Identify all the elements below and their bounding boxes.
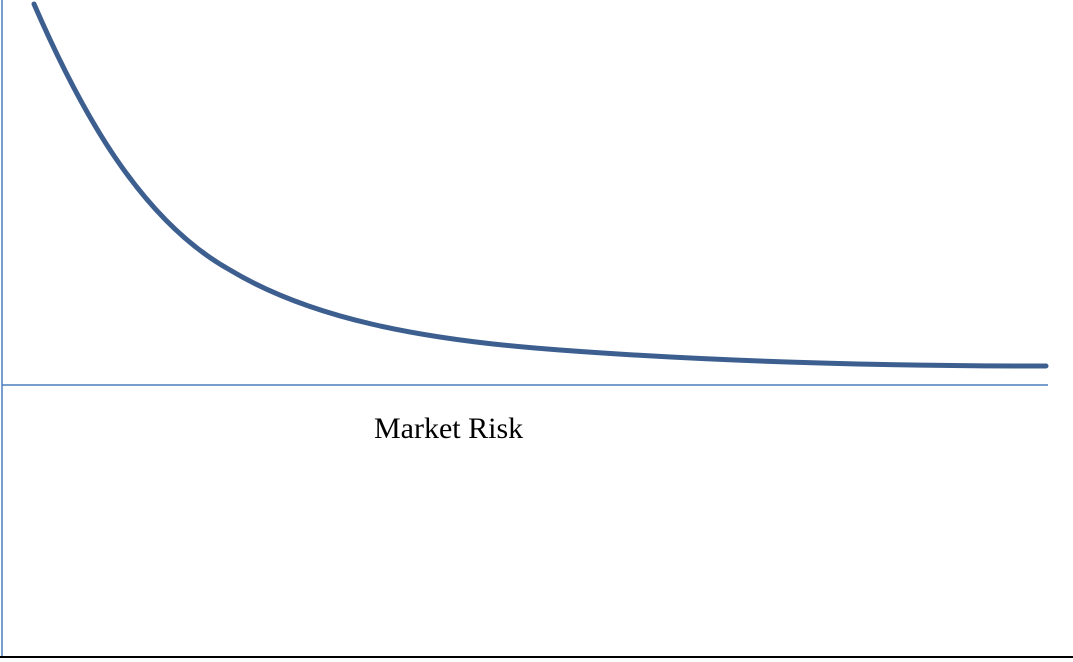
market-risk-label: Market Risk bbox=[374, 412, 523, 445]
risk-curve bbox=[31, 1, 1049, 369]
